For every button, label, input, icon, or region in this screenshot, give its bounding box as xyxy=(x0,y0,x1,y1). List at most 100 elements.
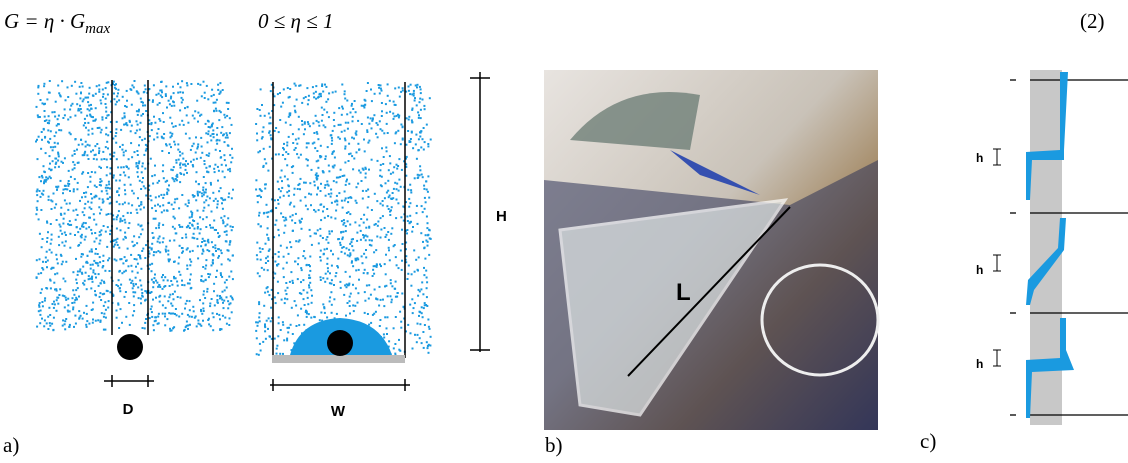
particle xyxy=(389,214,391,216)
particle xyxy=(157,182,159,184)
particle xyxy=(205,265,207,267)
particle xyxy=(61,263,63,265)
particle xyxy=(45,152,47,154)
particle xyxy=(287,153,289,155)
particle xyxy=(345,122,347,124)
particle xyxy=(102,151,104,153)
particle xyxy=(398,179,400,181)
particle xyxy=(110,167,112,169)
particle xyxy=(151,129,153,131)
particle xyxy=(172,313,174,315)
particle xyxy=(224,199,226,201)
particle xyxy=(330,291,332,293)
particle xyxy=(205,167,207,169)
particle xyxy=(295,213,297,215)
particle xyxy=(120,308,122,310)
particle xyxy=(395,132,397,134)
particle xyxy=(83,214,85,216)
particle xyxy=(76,149,78,151)
particle xyxy=(43,129,45,131)
particle xyxy=(419,101,421,103)
particle xyxy=(150,158,152,160)
particle xyxy=(163,177,165,179)
particle xyxy=(181,284,183,286)
particle xyxy=(318,242,320,244)
particle xyxy=(315,115,317,117)
particle xyxy=(292,333,294,335)
particle xyxy=(301,269,303,271)
particle xyxy=(177,83,179,85)
particle xyxy=(315,85,317,87)
particle xyxy=(106,190,108,192)
particle xyxy=(424,208,426,210)
particle xyxy=(101,312,103,314)
particle xyxy=(358,170,360,172)
particle xyxy=(151,243,153,245)
particle xyxy=(307,297,309,299)
particle xyxy=(429,328,431,330)
particle xyxy=(232,226,234,228)
particle xyxy=(427,347,429,349)
particle xyxy=(72,297,74,299)
particle xyxy=(424,108,426,110)
particle xyxy=(366,131,368,133)
particle xyxy=(150,308,152,310)
particle xyxy=(192,194,194,196)
particle xyxy=(214,164,216,166)
particle xyxy=(295,139,297,141)
particle xyxy=(218,119,220,121)
particle xyxy=(107,147,109,149)
particle xyxy=(47,328,49,330)
particle xyxy=(153,282,155,284)
particle xyxy=(176,174,178,176)
particle xyxy=(46,221,48,223)
particle xyxy=(222,222,224,224)
particle xyxy=(81,236,83,238)
particle xyxy=(267,170,269,172)
particle xyxy=(58,236,60,238)
particle xyxy=(181,97,183,99)
particle xyxy=(371,100,373,102)
particle xyxy=(171,204,173,206)
particle xyxy=(365,227,367,229)
particle xyxy=(186,84,188,86)
particle xyxy=(47,129,49,131)
particle xyxy=(257,195,259,197)
particle xyxy=(154,165,156,167)
particle xyxy=(310,317,312,319)
particle xyxy=(39,233,41,235)
particle xyxy=(64,232,66,234)
particle xyxy=(383,337,385,339)
particle xyxy=(119,288,121,290)
particle xyxy=(217,257,219,259)
particle xyxy=(218,170,220,172)
particle xyxy=(120,229,122,231)
particle xyxy=(400,216,402,218)
particle xyxy=(327,242,329,244)
particle xyxy=(380,299,382,301)
particle xyxy=(209,303,211,305)
particle xyxy=(414,271,416,273)
particle xyxy=(263,148,265,150)
particle xyxy=(46,241,48,243)
particle xyxy=(95,248,97,250)
particle xyxy=(227,169,229,171)
particle xyxy=(347,254,349,256)
particle xyxy=(420,288,422,290)
particle xyxy=(374,224,376,226)
particle xyxy=(69,132,71,134)
particle xyxy=(186,268,188,270)
particle xyxy=(299,220,301,222)
particle xyxy=(303,250,305,252)
particle xyxy=(320,203,322,205)
particle xyxy=(291,166,293,168)
particle xyxy=(138,110,140,112)
particle xyxy=(137,272,139,274)
particle xyxy=(213,200,215,202)
particle xyxy=(173,105,175,107)
particle xyxy=(400,143,402,145)
particle xyxy=(358,149,360,151)
particle xyxy=(77,182,79,184)
particle xyxy=(115,180,117,182)
particle xyxy=(184,284,186,286)
